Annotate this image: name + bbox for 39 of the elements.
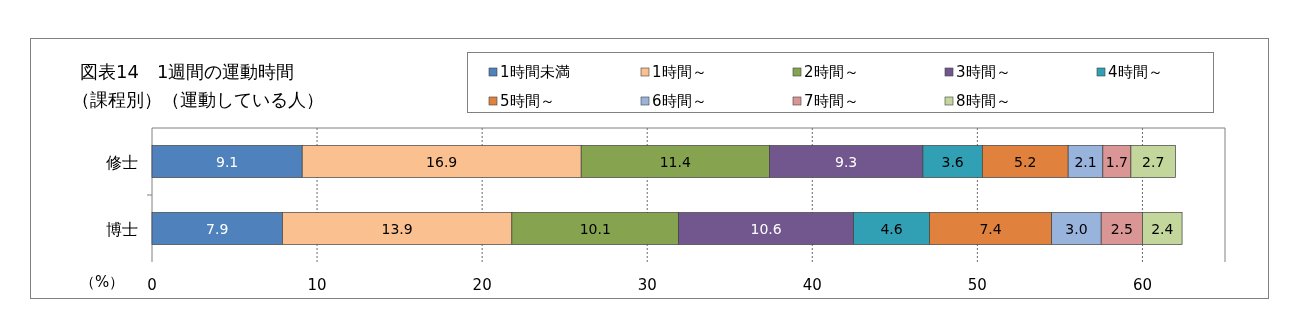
data-label: 9.1 <box>215 154 239 170</box>
x-tick-label: 20 <box>472 276 492 294</box>
data-label: 10.1 <box>579 221 611 237</box>
data-label: 7.4 <box>979 221 1002 237</box>
y-tick-label: 博士 <box>106 219 138 239</box>
legend-label: 7時間～ <box>804 92 859 110</box>
y-tick-label: 修士 <box>106 152 138 172</box>
data-label: 4.6 <box>880 221 903 237</box>
x-tick-label: 0 <box>147 276 157 294</box>
legend-label: 8時間～ <box>956 92 1011 110</box>
x-tick-label: 50 <box>967 276 987 294</box>
x-tick-label: 30 <box>637 276 657 294</box>
x-tick-label: 60 <box>1132 276 1153 294</box>
data-label: 1.7 <box>1105 154 1129 170</box>
legend-label: 1時間～ <box>652 63 707 81</box>
legend-label: 3時間～ <box>956 63 1011 81</box>
legend-label: 5時間～ <box>500 92 555 110</box>
x-axis-title: （%） <box>80 273 125 291</box>
data-label: 2.1 <box>1074 154 1097 170</box>
chart-title: 図表14 1週間の運動時間 <box>80 61 295 82</box>
legend-label: 6時間～ <box>652 92 707 110</box>
data-label: 2.5 <box>1110 221 1133 237</box>
data-label: 13.9 <box>381 221 413 237</box>
data-label: 7.9 <box>206 221 229 237</box>
legend-label: 2時間～ <box>804 63 859 81</box>
legend-label: 4時間～ <box>1108 63 1163 81</box>
chart-subtitle: （課程別）（運動している人） <box>72 89 324 110</box>
x-tick-label: 40 <box>802 276 822 294</box>
data-label: 3.6 <box>941 154 964 170</box>
data-label: 9.3 <box>835 154 858 170</box>
legend-label: 1時間未満 <box>500 63 570 81</box>
data-label: 3.0 <box>1065 221 1088 237</box>
data-label: 16.9 <box>426 154 458 170</box>
data-label: 2.7 <box>1142 154 1165 170</box>
data-label: 5.2 <box>1014 154 1037 170</box>
data-label: 2.4 <box>1151 221 1174 237</box>
x-tick-label: 10 <box>307 276 327 294</box>
data-label: 10.6 <box>750 221 782 237</box>
data-label: 11.4 <box>659 154 691 170</box>
